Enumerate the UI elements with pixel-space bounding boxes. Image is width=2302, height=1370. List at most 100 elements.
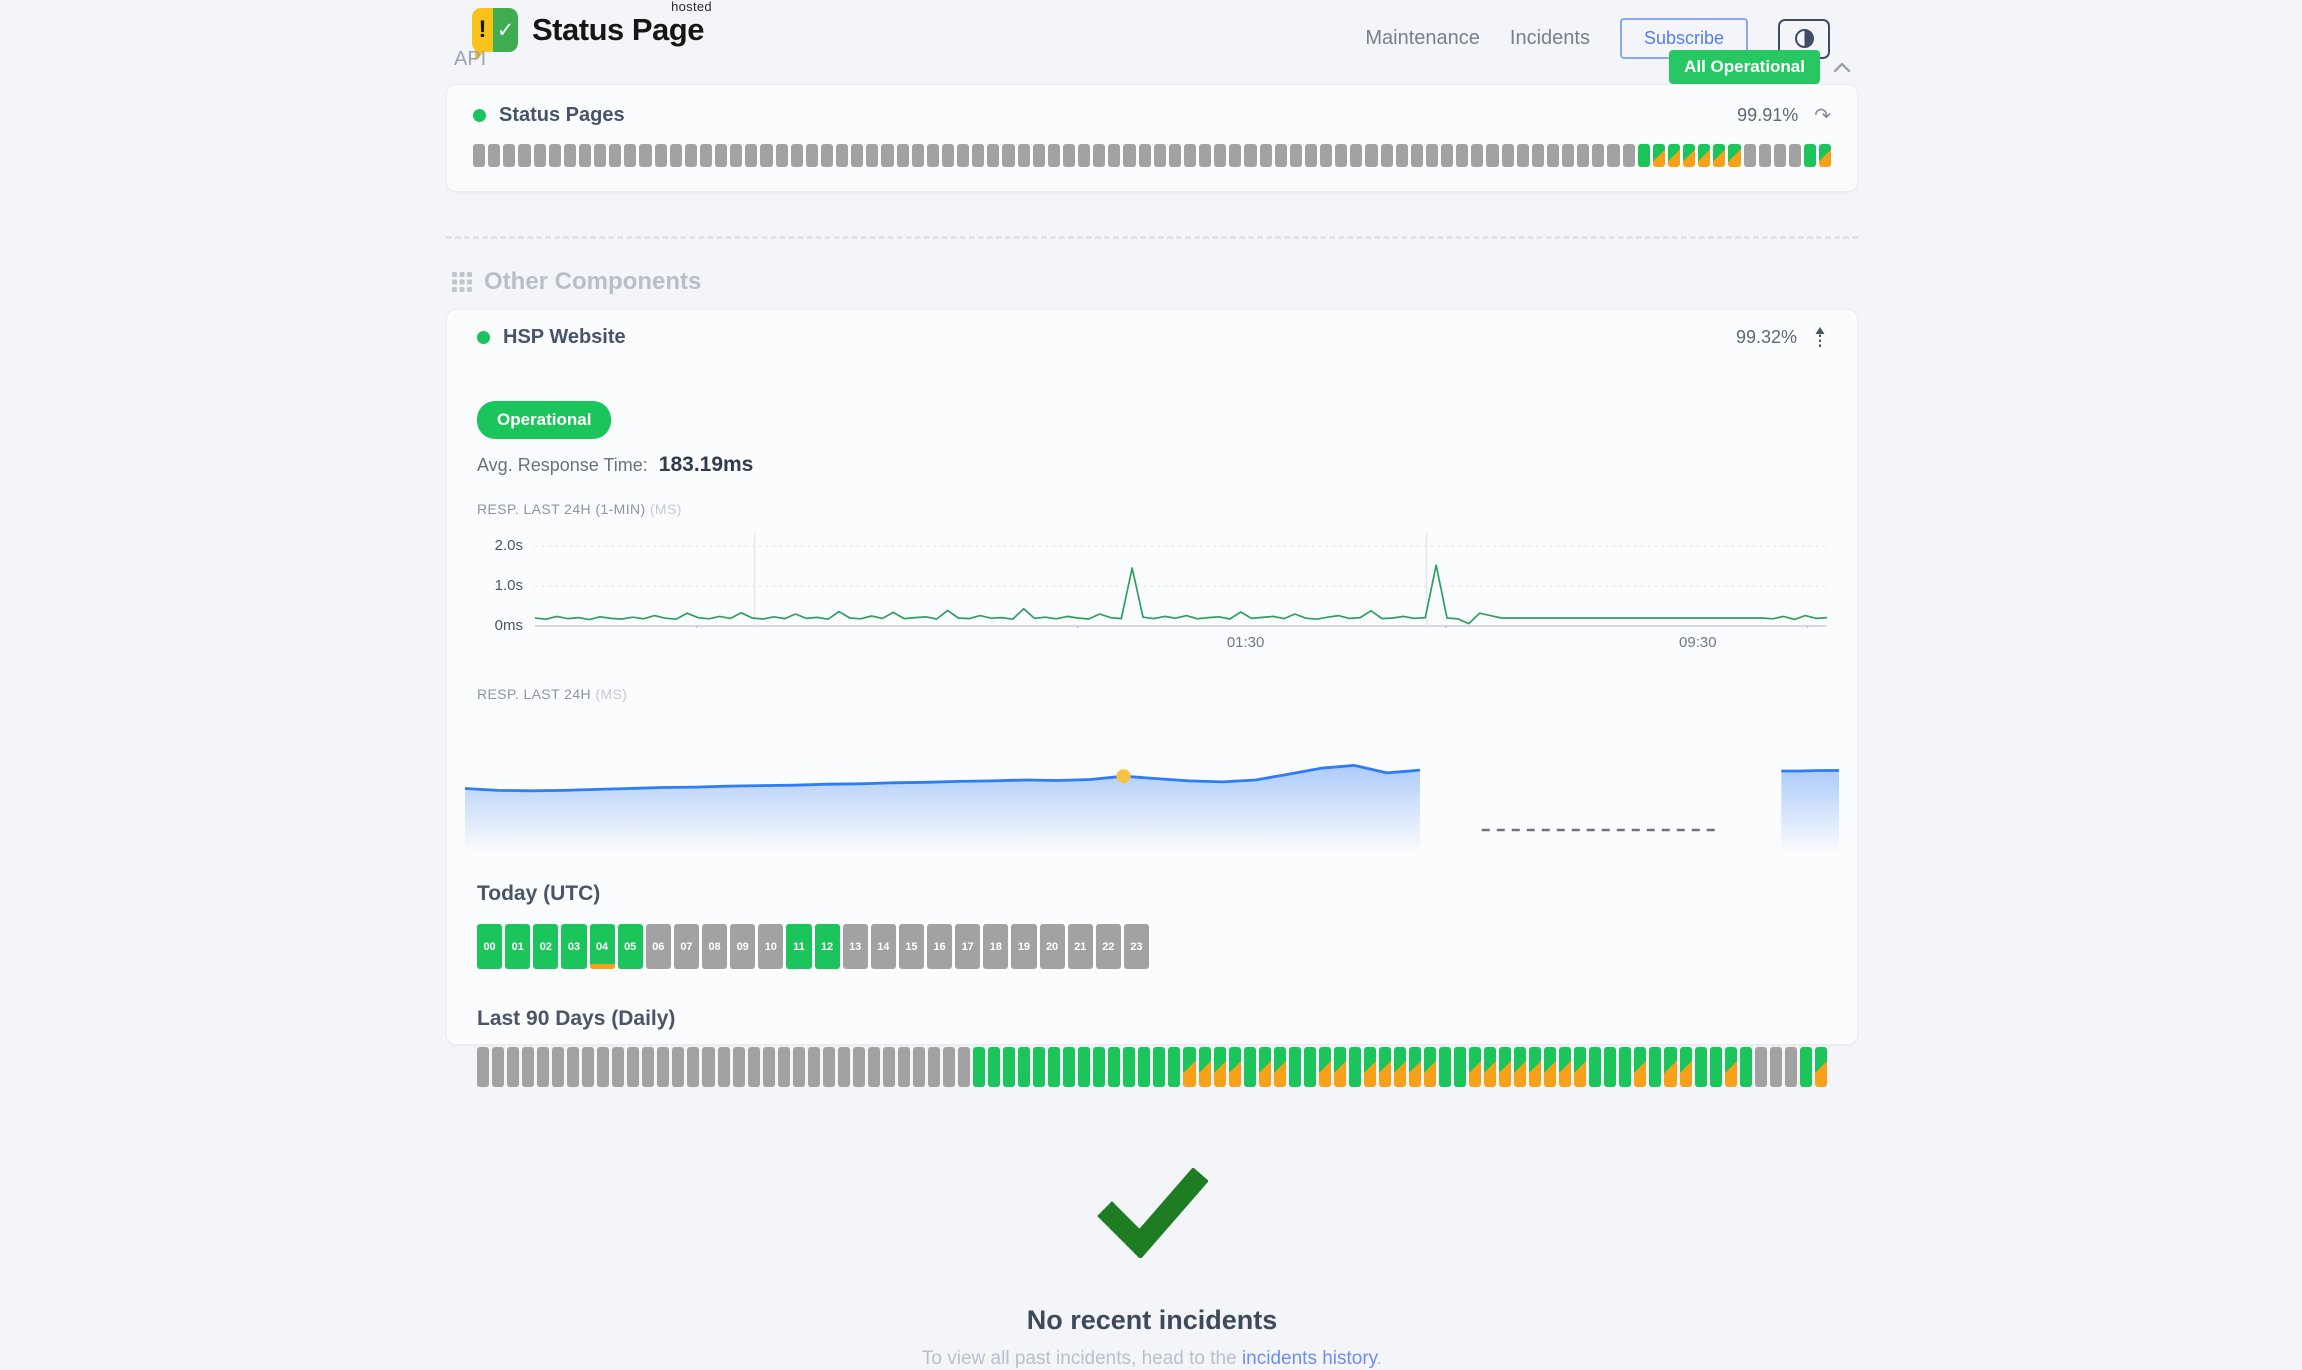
hour-block[interactable]: 05 [617, 924, 643, 969]
daily-bar[interactable] [1484, 1047, 1497, 1087]
daily-bar[interactable] [1333, 1047, 1346, 1087]
uptime-bar[interactable] [1788, 144, 1801, 167]
daily-bar[interactable] [552, 1047, 565, 1087]
daily-bar[interactable] [1303, 1047, 1316, 1087]
daily-bar[interactable] [522, 1047, 535, 1087]
daily-bar[interactable] [1138, 1047, 1151, 1087]
hour-block[interactable]: 12 [814, 924, 840, 969]
daily-bar[interactable] [1589, 1047, 1602, 1087]
daily-bar[interactable] [1183, 1047, 1196, 1087]
uptime-bar[interactable] [1743, 144, 1756, 167]
daily-bar[interactable] [537, 1047, 550, 1087]
uptime-bar[interactable] [941, 144, 954, 167]
daily-bar[interactable] [1619, 1047, 1632, 1087]
daily-bar[interactable] [1153, 1047, 1166, 1087]
uptime-bar[interactable] [1365, 144, 1378, 167]
uptime-bar[interactable] [1728, 144, 1741, 167]
daily-bar[interactable] [1123, 1047, 1136, 1087]
daily-bar[interactable] [882, 1047, 895, 1087]
daily-bar[interactable] [657, 1047, 670, 1087]
daily-bar[interactable] [1213, 1047, 1226, 1087]
daily-bar[interactable] [762, 1047, 775, 1087]
uptime-bar[interactable] [1244, 144, 1257, 167]
daily-bar[interactable] [1649, 1047, 1662, 1087]
uptime-bar[interactable] [987, 144, 1000, 167]
hour-block[interactable]: 06 [645, 924, 671, 969]
hour-block[interactable]: 14 [870, 924, 896, 969]
uptime-bar[interactable] [1501, 144, 1514, 167]
hour-block[interactable]: 01 [505, 924, 531, 969]
uptime-bar[interactable] [1304, 144, 1317, 167]
daily-bar[interactable] [477, 1047, 490, 1087]
uptime-bar[interactable] [1168, 144, 1181, 167]
daily-bar[interactable] [1063, 1047, 1076, 1087]
daily-bar[interactable] [1108, 1047, 1121, 1087]
uptime-bar[interactable] [1773, 144, 1786, 167]
overall-status-badge[interactable]: All Operational [1669, 50, 1820, 84]
uptime-bar[interactable] [1350, 144, 1363, 167]
daily-bar[interactable] [1559, 1047, 1572, 1087]
hour-block[interactable]: 17 [955, 924, 981, 969]
uptime-bar[interactable] [1758, 144, 1771, 167]
hour-block[interactable]: 02 [533, 924, 559, 969]
daily-bar[interactable] [867, 1047, 880, 1087]
uptime-bar[interactable] [1607, 144, 1620, 167]
daily-bar[interactable] [973, 1047, 986, 1087]
uptime-bar[interactable] [866, 144, 879, 167]
daily-bar[interactable] [1709, 1047, 1722, 1087]
uptime-bar[interactable] [1274, 144, 1287, 167]
uptime-bar[interactable] [881, 144, 894, 167]
uptime-bar[interactable] [1804, 144, 1817, 167]
uptime-bar[interactable] [1456, 144, 1469, 167]
daily-bar[interactable] [747, 1047, 760, 1087]
daily-bar[interactable] [1033, 1047, 1046, 1087]
uptime-bar[interactable] [775, 144, 788, 167]
daily-bar[interactable] [702, 1047, 715, 1087]
daily-bar[interactable] [1408, 1047, 1421, 1087]
uptime-bar[interactable] [1683, 144, 1696, 167]
uptime-bar[interactable] [1380, 144, 1393, 167]
daily-bar[interactable] [1048, 1047, 1061, 1087]
uptime-bar[interactable] [518, 144, 531, 167]
daily-bar[interactable] [1529, 1047, 1542, 1087]
daily-bar[interactable] [852, 1047, 865, 1087]
daily-bar[interactable] [1679, 1047, 1692, 1087]
uptime-bar[interactable] [911, 144, 924, 167]
daily-bar[interactable] [567, 1047, 580, 1087]
uptime-bar[interactable] [1516, 144, 1529, 167]
uptime-bar[interactable] [1486, 144, 1499, 167]
daily-bar[interactable] [792, 1047, 805, 1087]
daily-bar[interactable] [1604, 1047, 1617, 1087]
uptime-bar[interactable] [1108, 144, 1121, 167]
hour-block[interactable]: 09 [730, 924, 756, 969]
hour-block[interactable]: 07 [673, 924, 699, 969]
daily-bar[interactable] [807, 1047, 820, 1087]
uptime-bar[interactable] [548, 144, 561, 167]
daily-bar[interactable] [1469, 1047, 1482, 1087]
daily-bar[interactable] [1393, 1047, 1406, 1087]
daily-bar[interactable] [1634, 1047, 1647, 1087]
daily-bar[interactable] [642, 1047, 655, 1087]
uptime-bar[interactable] [1214, 144, 1227, 167]
uptime-bar[interactable] [1637, 144, 1650, 167]
uptime-bar[interactable] [1425, 144, 1438, 167]
uptime-bar[interactable] [1577, 144, 1590, 167]
daily-bar[interactable] [612, 1047, 625, 1087]
uptime-bar[interactable] [578, 144, 591, 167]
daily-bar[interactable] [1423, 1047, 1436, 1087]
uptime-bar[interactable] [1320, 144, 1333, 167]
hour-block[interactable]: 10 [758, 924, 784, 969]
uptime-bar[interactable] [1335, 144, 1348, 167]
uptime-bar[interactable] [851, 144, 864, 167]
hour-block[interactable]: 19 [1011, 924, 1037, 969]
uptime-bar[interactable] [488, 144, 501, 167]
uptime-bar[interactable] [684, 144, 697, 167]
daily-bar[interactable] [822, 1047, 835, 1087]
hour-block[interactable]: 15 [898, 924, 924, 969]
uptime-bar[interactable] [503, 144, 516, 167]
daily-bar[interactable] [1018, 1047, 1031, 1087]
daily-bar[interactable] [1348, 1047, 1361, 1087]
daily-bar[interactable] [1694, 1047, 1707, 1087]
daily-bar[interactable] [1363, 1047, 1376, 1087]
daily-bar[interactable] [1814, 1047, 1827, 1087]
